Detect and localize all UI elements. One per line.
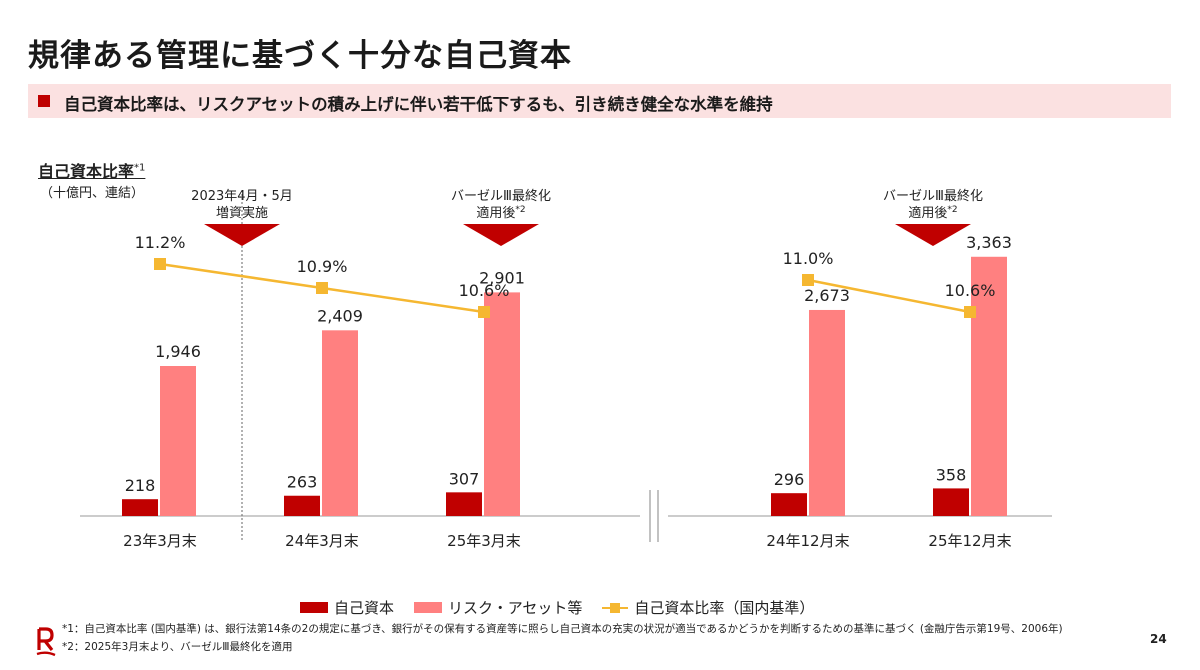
bar-label-risk-assets: 2,901 bbox=[479, 268, 525, 287]
x-tick-label: 25年12月末 bbox=[928, 532, 1011, 550]
bar-risk-assets bbox=[971, 256, 1007, 516]
annotation-line2: 適用後*2 bbox=[908, 205, 957, 221]
chart-legend: 自己資本 リスク・アセット等 自己資本比率（国内基準） bbox=[300, 597, 834, 618]
x-tick-label: 24年3月末 bbox=[285, 532, 359, 550]
bar-label-risk-assets: 2,673 bbox=[804, 286, 850, 305]
chart-heading: 自己資本比率*1 bbox=[38, 158, 145, 182]
bar-label-capital: 358 bbox=[936, 465, 967, 484]
key-message-text: 自己資本比率は、リスクアセットの積み上げに伴い若干低下するも、引き続き健全な水準… bbox=[64, 95, 773, 114]
ratio-point bbox=[964, 306, 976, 318]
bar-capital bbox=[446, 492, 482, 516]
bar-capital bbox=[122, 499, 158, 516]
bar-risk-assets bbox=[322, 330, 358, 516]
undefined bbox=[807, 278, 971, 314]
legend-item-capital: 自己資本 bbox=[300, 597, 394, 618]
legend-label-ratio: 自己資本比率（国内基準） bbox=[634, 599, 815, 617]
annotation-line1: 2023年4月・5月 bbox=[191, 189, 293, 204]
ratio-label: 10.9% bbox=[297, 257, 348, 276]
ratio-point bbox=[478, 306, 490, 318]
bar-label-risk-assets: 1,946 bbox=[155, 342, 201, 361]
annotation-footnote-marker: *2 bbox=[947, 205, 957, 215]
ratio-label: 11.0% bbox=[783, 249, 834, 268]
annotation-arrow-icon bbox=[204, 224, 280, 246]
x-tick-label: 23年3月末 bbox=[123, 532, 197, 550]
ratio-label: 10.6% bbox=[459, 281, 510, 300]
bar-label-capital: 218 bbox=[125, 476, 156, 495]
ratio-point bbox=[316, 282, 328, 294]
footnote-2: *2：2025年3月末より、バーゼルⅢ最終化を適用 bbox=[62, 641, 293, 653]
bar-capital bbox=[933, 488, 969, 516]
bar-label-risk-assets: 3,363 bbox=[966, 233, 1012, 252]
legend-item-ratio: 自己資本比率（国内基準） bbox=[602, 597, 814, 618]
legend-line-marker-icon bbox=[602, 602, 629, 614]
x-tick-label: 25年3月末 bbox=[447, 532, 521, 550]
annotation-line1: バーゼルⅢ最終化 bbox=[883, 188, 983, 204]
annotation-line2: 適用後*2 bbox=[476, 205, 525, 221]
ratio-point bbox=[802, 274, 814, 286]
annotation-footnote-marker: *2 bbox=[515, 205, 525, 215]
bar-label-capital: 263 bbox=[287, 473, 318, 492]
bar-label-capital: 307 bbox=[449, 469, 480, 488]
rakuten-logo-icon bbox=[36, 627, 56, 657]
bar-risk-assets bbox=[809, 309, 845, 516]
chart-heading-text: 自己資本比率 bbox=[38, 162, 135, 181]
legend-label-capital: 自己資本 bbox=[334, 599, 395, 617]
bullet-square-icon bbox=[38, 95, 50, 107]
annotation-arrow-icon bbox=[895, 224, 971, 246]
x-tick-label: 24年12月末 bbox=[766, 532, 849, 550]
annotation-line1: バーゼルⅢ最終化 bbox=[451, 188, 551, 204]
key-message-banner: 自己資本比率は、リスクアセットの積み上げに伴い若干低下するも、引き続き健全な水準… bbox=[28, 84, 1171, 118]
unit-label: （十億円、連結） bbox=[40, 186, 145, 201]
legend-item-risk-assets: リスク・アセット等 bbox=[414, 597, 582, 618]
ratio-point bbox=[154, 258, 166, 270]
bar-risk-assets bbox=[160, 366, 196, 516]
capital-ratio-chart: 218 1,946 23年3月末 263 2,409 24年3月末 307 2,901 25年3… bbox=[80, 188, 1052, 550]
ratio-label: 10.6% bbox=[945, 281, 996, 300]
bar-label-capital: 296 bbox=[774, 470, 805, 489]
footnote-1: *1：自己資本比率 (国内基準) は、銀行法第14条の2の規定に基づき、銀行がそ… bbox=[62, 623, 1063, 635]
annotation-arrow-icon bbox=[463, 224, 539, 246]
chart-heading-footnote-marker: *1 bbox=[134, 162, 146, 174]
legend-label-risk-assets: リスク・アセット等 bbox=[448, 599, 583, 617]
bar-label-risk-assets: 2,409 bbox=[317, 306, 363, 325]
bar-capital bbox=[284, 495, 320, 516]
page-number: 24 bbox=[1150, 632, 1167, 646]
legend-swatch-risk-assets bbox=[414, 602, 443, 613]
legend-swatch-capital bbox=[300, 602, 328, 613]
bar-capital bbox=[771, 493, 807, 516]
bar-risk-assets bbox=[484, 292, 520, 516]
annotation-line2: 増資実施 bbox=[216, 205, 268, 221]
page-title: 規律ある管理に基づく十分な自己資本 bbox=[28, 38, 572, 74]
ratio-label: 11.2% bbox=[135, 233, 186, 252]
